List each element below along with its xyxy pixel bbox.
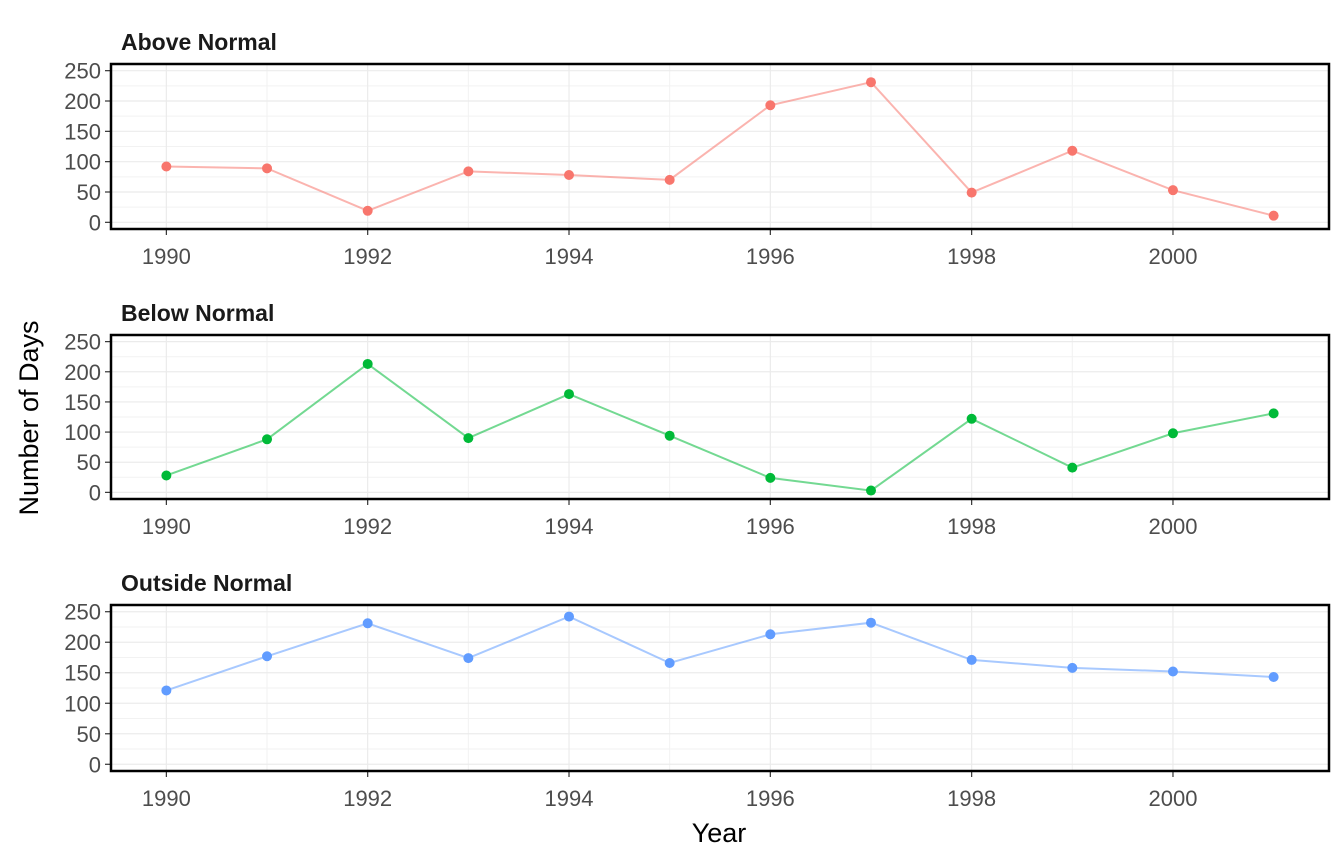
y-tick-label: 0 — [89, 752, 101, 777]
y-tick-label: 50 — [77, 180, 101, 205]
y-tick-label: 100 — [64, 150, 101, 175]
data-point — [463, 653, 474, 664]
data-point — [161, 685, 172, 696]
y-tick-label: 150 — [64, 661, 101, 686]
series-line — [166, 362, 1274, 492]
x-tick-label: 1996 — [746, 786, 795, 811]
y-tick-label: 250 — [64, 600, 101, 625]
y-axis-title: Number of Days — [14, 320, 44, 515]
data-point — [1167, 666, 1178, 677]
x-tick-label: 1996 — [746, 244, 795, 269]
panel-2: Outside Normal 0 50 100 150 200 250 1990 1992 199… — [64, 570, 1331, 811]
x-tick-label: 1998 — [947, 786, 996, 811]
y-tick-label: 150 — [64, 119, 101, 144]
data-point — [564, 389, 575, 400]
data-point — [765, 100, 776, 111]
data-point — [664, 657, 675, 668]
data-point — [865, 77, 876, 88]
x-tick-label: 1990 — [142, 244, 191, 269]
y-tick-label: 200 — [64, 360, 101, 385]
data-point — [1067, 462, 1078, 473]
data-point — [362, 205, 373, 216]
x-tick-label: 1998 — [947, 514, 996, 539]
y-tick-label: 50 — [77, 722, 101, 747]
data-point — [1268, 672, 1279, 683]
data-point — [664, 430, 675, 441]
data-point — [1167, 185, 1178, 196]
series-line — [166, 81, 1274, 217]
x-tick-label: 1992 — [343, 244, 392, 269]
y-tick-label: 0 — [89, 480, 101, 505]
panel-title: Above Normal — [121, 29, 277, 55]
y-tick-label: 250 — [64, 59, 101, 84]
x-tick-label: 2000 — [1148, 786, 1197, 811]
data-point — [765, 629, 776, 640]
data-point — [765, 472, 776, 483]
x-tick-label: 1994 — [545, 514, 594, 539]
x-tick-label: 1992 — [343, 514, 392, 539]
panel-border — [109, 333, 1331, 501]
series-line — [166, 615, 1274, 692]
data-point — [161, 161, 172, 172]
data-point — [564, 611, 575, 622]
panel-title: Outside Normal — [121, 570, 292, 596]
data-point — [564, 170, 575, 181]
data-point — [262, 163, 273, 174]
data-point — [262, 434, 273, 445]
data-point — [966, 654, 977, 665]
data-point — [865, 485, 876, 496]
data-point — [966, 187, 977, 198]
data-point — [262, 651, 273, 662]
x-tick-label: 2000 — [1148, 514, 1197, 539]
x-tick-label: 2000 — [1148, 244, 1197, 269]
data-point — [463, 166, 474, 177]
x-tick-label: 1990 — [142, 786, 191, 811]
data-point — [664, 174, 675, 185]
x-axis-title: Year — [692, 818, 747, 848]
data-point — [1067, 145, 1078, 156]
panels: Above Normal 0 50 100 150 200 250 1990 1992 1994 1… — [64, 29, 1331, 811]
panel-border — [109, 603, 1331, 773]
y-tick-label: 50 — [77, 450, 101, 475]
x-tick-label: 1998 — [947, 244, 996, 269]
y-tick-label: 100 — [64, 420, 101, 445]
data-point — [1067, 662, 1078, 673]
data-point — [865, 617, 876, 628]
data-point — [1268, 210, 1279, 221]
data-point — [966, 413, 977, 424]
panel-1: Below Normal 0 50 100 150 200 250 1990 1992 1994 1… — [64, 300, 1331, 539]
x-tick-label: 1990 — [142, 514, 191, 539]
y-tick-label: 150 — [64, 390, 101, 415]
panel-title: Below Normal — [121, 300, 274, 326]
x-tick-label: 1994 — [545, 786, 594, 811]
y-tick-label: 200 — [64, 630, 101, 655]
panel-border — [109, 62, 1331, 231]
data-point — [1167, 428, 1178, 439]
data-point — [1268, 408, 1279, 419]
y-tick-label: 100 — [64, 691, 101, 716]
panel-0: Above Normal 0 50 100 150 200 250 1990 1992 1994 1… — [64, 29, 1331, 269]
x-tick-label: 1996 — [746, 514, 795, 539]
y-tick-label: 250 — [64, 330, 101, 355]
data-point — [463, 433, 474, 444]
y-tick-label: 200 — [64, 89, 101, 114]
data-point — [161, 470, 172, 481]
data-point — [362, 358, 373, 369]
y-tick-label: 0 — [89, 210, 101, 235]
x-tick-label: 1992 — [343, 786, 392, 811]
x-tick-label: 1994 — [545, 244, 594, 269]
data-point — [362, 618, 373, 629]
